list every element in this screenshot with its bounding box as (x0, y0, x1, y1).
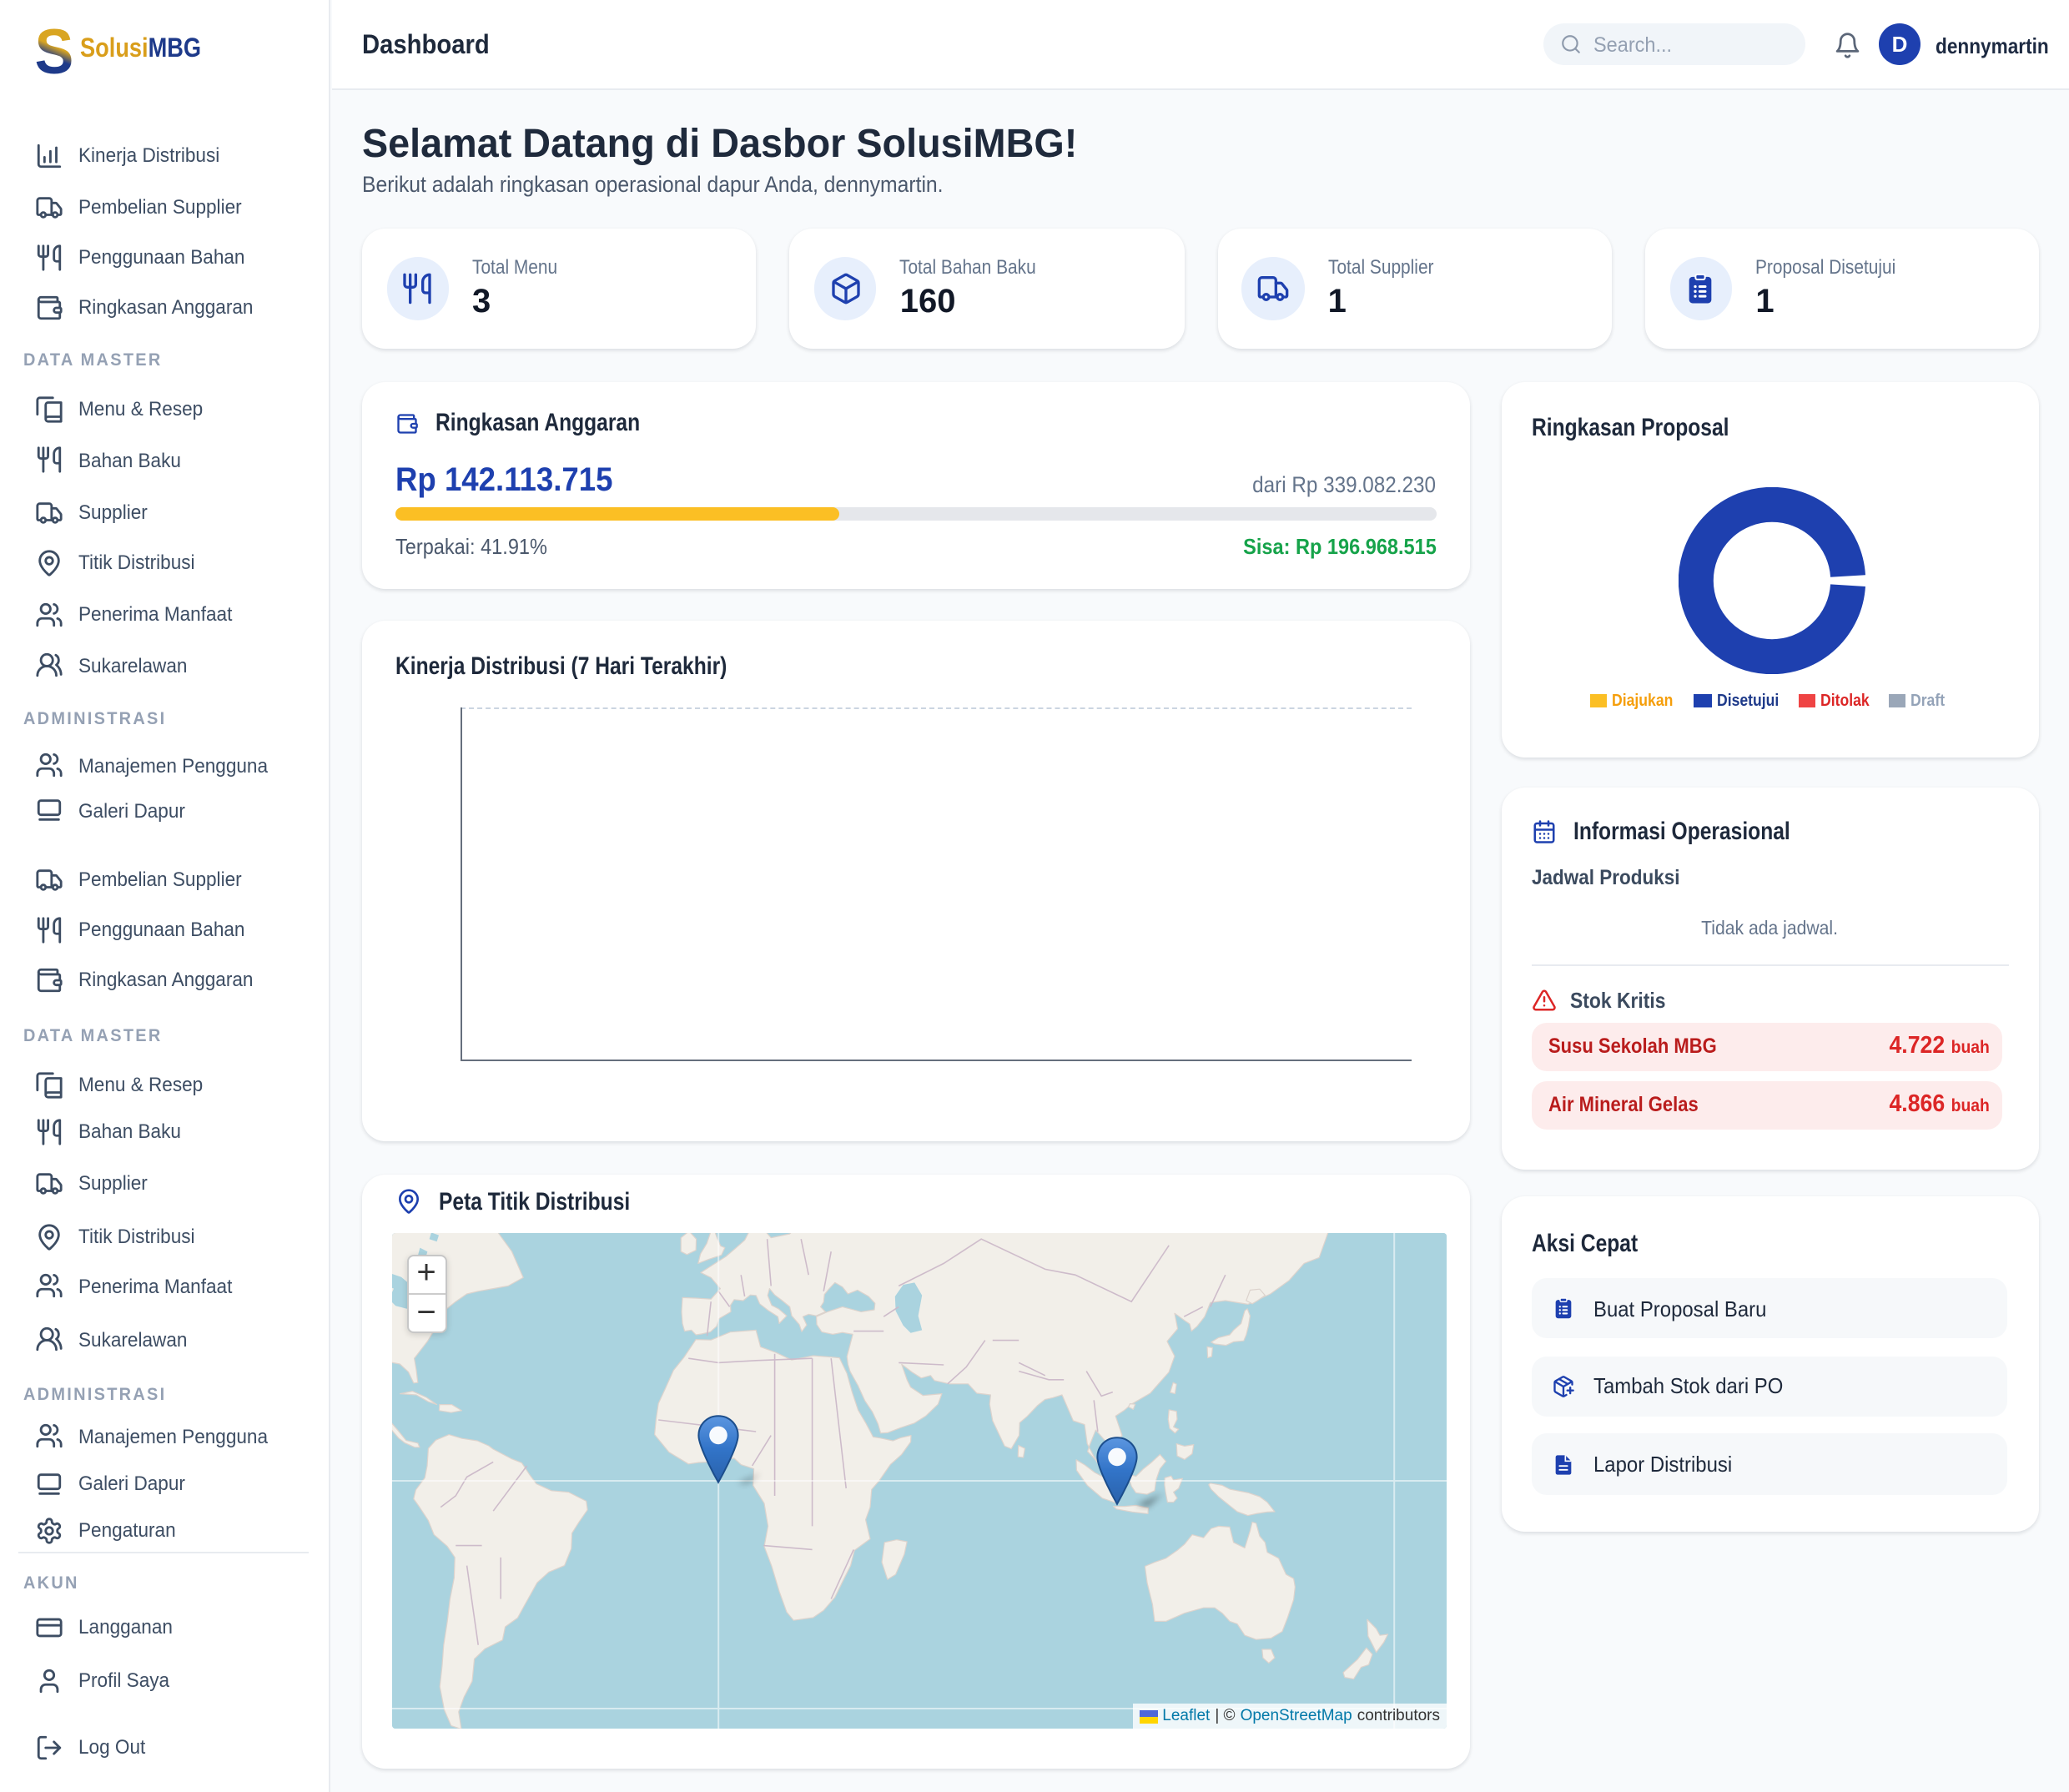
svg-text:S: S (35, 24, 73, 74)
